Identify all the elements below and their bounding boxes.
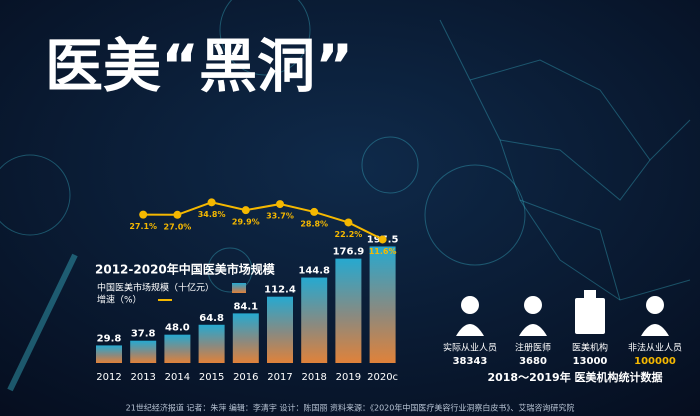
x-tick-label: 2017 bbox=[267, 372, 292, 383]
growth-line bbox=[143, 201, 384, 241]
x-tick-label: 2014 bbox=[165, 372, 190, 383]
stat-value: 100000 bbox=[634, 356, 676, 367]
growth-label: 29.9% bbox=[232, 218, 260, 227]
bar bbox=[198, 324, 225, 363]
stat-label: 非法从业人员 bbox=[628, 342, 682, 354]
stat-value: 3680 bbox=[519, 356, 547, 367]
growth-label: 27.1% bbox=[129, 222, 157, 231]
bar bbox=[335, 258, 362, 363]
bar-value-label: 144.8 bbox=[298, 266, 330, 277]
stat-label: 医美机构 bbox=[572, 342, 608, 354]
growth-label: 34.8% bbox=[198, 210, 226, 219]
growth-dot bbox=[241, 206, 250, 215]
chart-title: 2012-2020年中国医美市场规模 bbox=[95, 262, 276, 277]
decoration bbox=[0, 0, 691, 392]
stat-label: 实际从业人员 bbox=[443, 342, 497, 354]
bar-value-label: 37.8 bbox=[131, 329, 156, 340]
x-tick-label: 2018 bbox=[301, 372, 326, 383]
legend-swatch bbox=[232, 283, 246, 293]
x-tick-label: 2019 bbox=[336, 372, 361, 383]
x-tick-label: 2015 bbox=[199, 372, 224, 383]
bar bbox=[267, 296, 293, 363]
x-tick-label: 2020c bbox=[367, 372, 398, 383]
growth-dot bbox=[276, 200, 284, 209]
growth-dot bbox=[310, 207, 319, 216]
growth-label: 33.7% bbox=[266, 212, 294, 221]
x-tick-label: 2013 bbox=[130, 372, 155, 383]
x-tick-label: 2012 bbox=[96, 372, 121, 383]
growth-dot bbox=[378, 235, 387, 244]
growth-dot bbox=[344, 218, 353, 227]
bar bbox=[301, 277, 328, 363]
bar-value-label: 64.8 bbox=[199, 313, 224, 324]
bar bbox=[130, 340, 157, 363]
bar bbox=[164, 334, 191, 363]
growth-label: 27.0% bbox=[164, 222, 192, 231]
stat-icons bbox=[456, 290, 669, 336]
stat-value: 13000 bbox=[573, 356, 608, 367]
bar bbox=[369, 246, 396, 363]
headline: 医美“黑洞” bbox=[45, 32, 353, 100]
growth-label: 11.6% bbox=[369, 247, 397, 256]
stat-label: 注册医师 bbox=[515, 342, 551, 354]
growth-dot bbox=[139, 210, 148, 219]
legend-label: 增速（%） bbox=[97, 294, 142, 306]
growth-label: 22.2% bbox=[335, 230, 363, 239]
stats-caption: 2018～2019年 医美机构统计数据 bbox=[487, 370, 662, 384]
bar-value-label: 112.4 bbox=[264, 285, 296, 296]
growth-dot bbox=[173, 210, 182, 219]
footer: 21世纪经济报道 记者：朱萍 编辑：李清宇 设计：陈国丽 资料来源：《2020年… bbox=[126, 403, 575, 413]
stat-value: 38343 bbox=[453, 356, 488, 367]
bar-value-label: 84.1 bbox=[233, 301, 258, 312]
x-tick-label: 2016 bbox=[233, 372, 258, 383]
growth-label: 28.8% bbox=[300, 219, 328, 228]
bar-value-label: 29.8 bbox=[97, 333, 122, 344]
bar-value-label: 48.0 bbox=[165, 323, 190, 334]
bar-value-label: 176.9 bbox=[333, 247, 365, 258]
bar bbox=[232, 313, 259, 363]
bar bbox=[96, 345, 122, 363]
legend-label: 中国医美市场规模（十亿元） bbox=[97, 282, 214, 294]
growth-dot bbox=[207, 198, 216, 207]
